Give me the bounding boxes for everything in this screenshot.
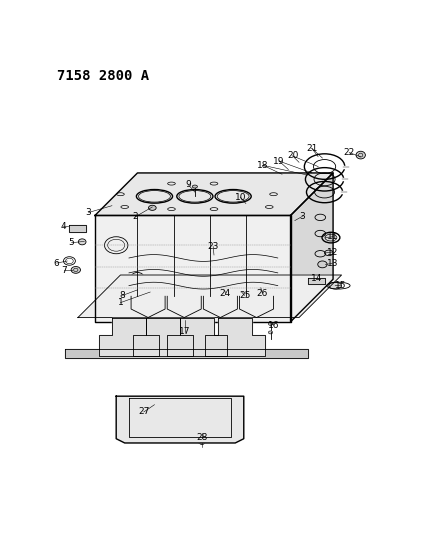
Polygon shape [116, 396, 244, 443]
Text: 17: 17 [179, 327, 191, 336]
Ellipse shape [356, 151, 366, 159]
Text: 5: 5 [68, 238, 74, 247]
Ellipse shape [78, 239, 86, 245]
Text: 18: 18 [257, 161, 269, 170]
Ellipse shape [318, 261, 327, 268]
Polygon shape [95, 215, 291, 322]
Polygon shape [78, 275, 342, 318]
Text: 16: 16 [268, 321, 279, 330]
Text: 7: 7 [62, 266, 67, 275]
Ellipse shape [119, 340, 139, 351]
Ellipse shape [149, 205, 156, 211]
Text: 26: 26 [257, 289, 268, 298]
Ellipse shape [268, 331, 273, 334]
Polygon shape [99, 318, 159, 356]
Text: 23: 23 [208, 242, 219, 251]
Ellipse shape [329, 282, 342, 289]
Text: 12: 12 [327, 247, 338, 256]
Ellipse shape [199, 441, 205, 445]
Polygon shape [291, 173, 333, 322]
Text: 19: 19 [273, 157, 285, 166]
Text: 25: 25 [239, 291, 250, 300]
Ellipse shape [192, 185, 197, 188]
Polygon shape [95, 173, 333, 215]
Text: 3: 3 [300, 212, 305, 221]
Polygon shape [205, 318, 265, 356]
Polygon shape [133, 318, 193, 356]
Polygon shape [167, 318, 227, 356]
Text: 1: 1 [118, 298, 123, 307]
Text: 6: 6 [54, 259, 59, 268]
Text: 22: 22 [344, 148, 355, 157]
Text: 4: 4 [60, 222, 66, 231]
Ellipse shape [71, 266, 80, 273]
Ellipse shape [153, 340, 172, 351]
Text: 21: 21 [306, 144, 318, 153]
Polygon shape [65, 350, 308, 358]
Text: 27: 27 [138, 407, 149, 416]
Text: 8: 8 [120, 291, 125, 300]
Ellipse shape [226, 340, 245, 351]
Text: 3: 3 [86, 208, 92, 217]
Text: 14: 14 [311, 274, 323, 283]
Text: 13: 13 [327, 259, 338, 268]
Text: 24: 24 [220, 289, 231, 298]
Text: 2: 2 [133, 212, 138, 221]
Ellipse shape [268, 322, 273, 325]
Text: 20: 20 [287, 151, 298, 160]
Text: 10: 10 [235, 193, 246, 201]
Text: 11: 11 [327, 232, 339, 241]
Text: 15: 15 [335, 281, 347, 290]
Text: 7158 2800 A: 7158 2800 A [56, 69, 149, 83]
Polygon shape [308, 278, 324, 284]
Text: 28: 28 [196, 433, 208, 442]
Ellipse shape [187, 340, 207, 351]
Polygon shape [69, 225, 86, 232]
Text: 9: 9 [186, 180, 191, 189]
